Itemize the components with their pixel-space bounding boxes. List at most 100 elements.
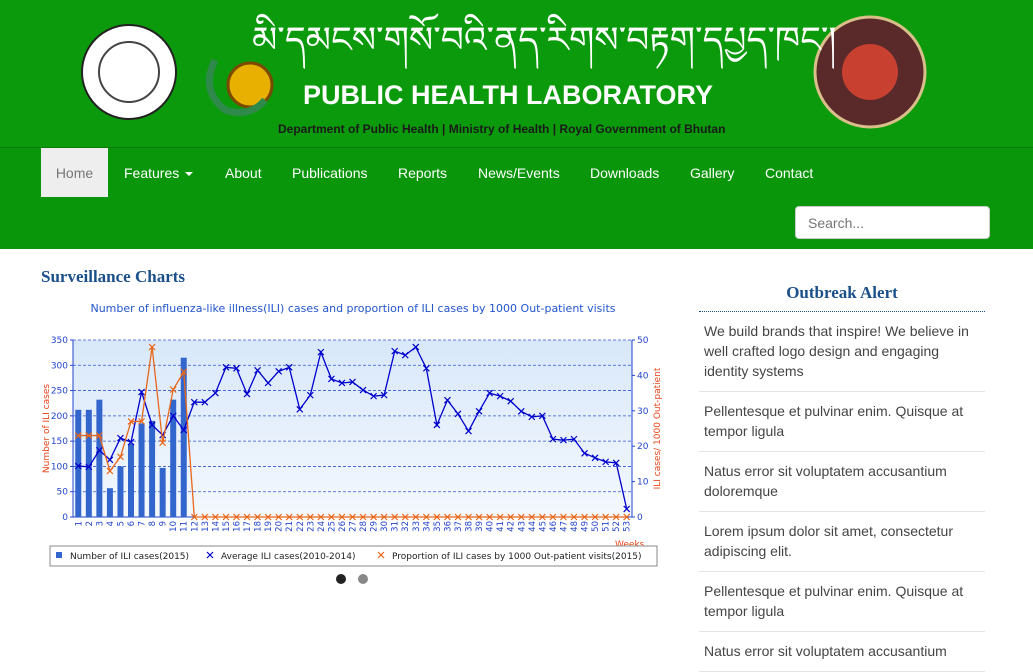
x-tick-label: 27	[349, 521, 359, 532]
alert-item[interactable]: Pellentesque et pulvinar enim. Quisque a…	[699, 392, 985, 452]
marker-stroke	[507, 397, 515, 405]
marker-stroke	[138, 417, 145, 425]
marker	[359, 386, 367, 394]
marker-stroke	[380, 513, 388, 521]
header: མི་དམངས་གསོ་བའི་ནད་རིགས་བརྟག་དཔྱད་ཁང་། P…	[0, 0, 1033, 147]
marker-stroke	[549, 513, 557, 521]
marker-stroke	[433, 513, 441, 521]
marker	[285, 363, 293, 371]
marker	[528, 513, 536, 521]
nav-link[interactable]: About	[225, 165, 262, 181]
marker	[159, 439, 167, 447]
marker	[591, 513, 599, 521]
y2-tick-label: 50	[637, 336, 649, 346]
marker-stroke	[317, 348, 325, 356]
marker	[496, 513, 504, 521]
legend-swatch	[56, 552, 62, 558]
marker	[243, 390, 251, 398]
marker-stroke	[264, 513, 272, 521]
y2-tick-label: 20	[637, 442, 649, 452]
marker-stroke	[570, 435, 578, 443]
marker	[465, 513, 472, 521]
marker	[211, 389, 219, 397]
marker	[95, 446, 103, 454]
legend-label: Average ILI cases(2010-2014)	[221, 552, 355, 562]
nav-link[interactable]: News/Events	[478, 165, 560, 181]
marker-stroke	[370, 392, 378, 400]
marker	[85, 463, 93, 471]
marker	[148, 421, 156, 429]
x-tick-label: 39	[475, 521, 485, 532]
seal-ring	[98, 41, 160, 103]
marker	[370, 513, 378, 521]
alert-item[interactable]: Natus error sit voluptatem accusantium	[699, 632, 985, 672]
marker-stroke	[127, 417, 135, 425]
marker-stroke	[180, 368, 188, 376]
x-tick-label: 35	[433, 521, 443, 532]
marker	[127, 417, 135, 425]
marker-stroke	[422, 513, 430, 521]
marker-stroke	[327, 375, 335, 383]
marker-stroke	[591, 513, 599, 521]
marker-stroke	[211, 513, 219, 521]
marker-stroke	[602, 513, 610, 521]
marker	[570, 513, 578, 521]
nav-link[interactable]: Publications	[292, 165, 368, 181]
search-input[interactable]	[795, 206, 990, 239]
marker-stroke	[538, 513, 546, 521]
sidebar: Outbreak Alert We build brands that insp…	[699, 280, 985, 672]
marker-stroke	[496, 513, 504, 521]
marker	[106, 467, 114, 475]
nav-link[interactable]: Home	[41, 148, 108, 197]
marker	[169, 386, 177, 393]
y2-tick-label: 40	[637, 371, 649, 381]
x-tick-label: 6	[127, 521, 137, 526]
x-tick-label: 48	[570, 521, 580, 532]
marker	[127, 438, 135, 446]
marker-stroke	[243, 390, 251, 398]
marker	[454, 513, 462, 521]
marker-stroke	[106, 467, 114, 475]
marker	[370, 392, 378, 400]
nav-link[interactable]: Gallery	[690, 165, 735, 181]
marker-stroke	[380, 391, 388, 399]
marker-stroke	[106, 456, 114, 464]
alert-item[interactable]: Lorem ipsum dolor sit amet, consectetur …	[699, 512, 985, 572]
marker	[612, 513, 620, 521]
marker	[507, 397, 515, 405]
nav-link[interactable]: Reports	[398, 165, 448, 181]
alert-item[interactable]: Natus error sit voluptatem accusantium d…	[699, 452, 985, 512]
marker-stroke	[317, 513, 325, 521]
marker-stroke	[623, 513, 631, 521]
marker	[401, 351, 409, 359]
marker	[222, 513, 230, 521]
marker-stroke	[117, 434, 124, 442]
carousel-dot[interactable]	[336, 574, 346, 584]
marker-stroke	[85, 432, 93, 440]
alert-item[interactable]: Pellentesque et pulvinar enim. Quisque a…	[699, 572, 985, 632]
nav-dropdown[interactable]: Features	[124, 148, 194, 197]
marker-stroke	[159, 439, 167, 447]
carousel-dot[interactable]	[358, 574, 368, 584]
marker-stroke	[85, 463, 93, 471]
marker-stroke	[623, 505, 631, 513]
marker	[306, 391, 314, 399]
x-tick-label: 13	[201, 521, 211, 532]
x-tick-label: 2	[85, 521, 95, 526]
marker	[380, 391, 388, 399]
marker-stroke	[465, 513, 472, 521]
marker	[560, 436, 567, 444]
marker	[201, 513, 209, 521]
x-tick-label: 34	[422, 521, 432, 532]
nav-link[interactable]: Downloads	[590, 165, 660, 181]
marker	[117, 434, 124, 442]
nav-link[interactable]: Contact	[765, 165, 814, 181]
marker-stroke	[412, 513, 420, 521]
marker	[180, 368, 188, 376]
marker-stroke	[275, 513, 283, 521]
marker-stroke	[285, 513, 293, 521]
marker	[475, 407, 483, 415]
alert-item[interactable]: We build brands that inspire! We believe…	[699, 312, 985, 392]
marker	[528, 413, 536, 421]
x-tick-label: 7	[138, 521, 148, 526]
